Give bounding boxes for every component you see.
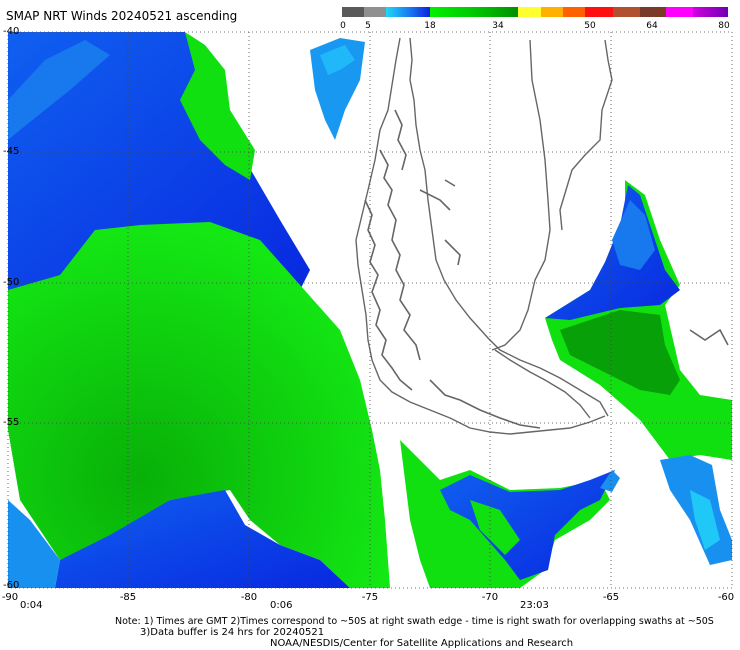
colorbar-tick: 80 [718, 21, 730, 31]
wind-swath-sw-light [8, 500, 60, 588]
wind-swath-south-blue [440, 470, 615, 580]
wind-swath-east-darkgreen [560, 310, 680, 395]
grid [8, 32, 732, 588]
colorbar-tick: 0 [340, 21, 346, 31]
colorbar-tick: 5 [365, 21, 371, 31]
lat-label: -50 [3, 277, 20, 288]
colorbar-segment [518, 7, 541, 17]
time-label: 0:04 [20, 600, 43, 611]
note-line-2: 3)Data buffer is 24 hrs for 20240521 [140, 627, 325, 638]
lon-label: -80 [240, 592, 258, 603]
lon-label: -70 [481, 592, 499, 603]
colorbar-segment [562, 7, 585, 17]
lon-label: -75 [361, 592, 379, 603]
colorbar-tick: 64 [646, 21, 658, 31]
lon-label: -85 [119, 592, 137, 603]
colorbar-segment [613, 7, 640, 17]
colorbar-segment [584, 7, 614, 17]
time-label: 23:03 [520, 600, 549, 611]
colorbar-segment [386, 7, 431, 17]
lat-label: -60 [3, 580, 20, 591]
wind-swath-west-lightblue [8, 40, 110, 140]
lat-label: -45 [3, 146, 20, 157]
note-line-3: NOAA/NESDIS/Center for Satellite Applica… [270, 638, 574, 649]
lon-label: -60 [717, 592, 735, 603]
lat-label: -55 [3, 417, 20, 428]
wind-swath-sw-blue [55, 490, 350, 588]
coastline [355, 37, 613, 435]
time-label: 0:06 [270, 600, 293, 611]
map-title: SMAP NRT Winds 20240521 ascending [6, 9, 238, 23]
colorbar-segment [342, 7, 365, 17]
colorbar-tick: 50 [584, 21, 596, 31]
colorbar-segment [666, 7, 693, 17]
colorbar-tick: 18 [424, 21, 436, 31]
wind-swath-west-blue [8, 32, 310, 290]
colorbar-segment [692, 7, 729, 17]
colorbar-segment [430, 7, 519, 17]
coastline-islands [364, 109, 729, 429]
note-line-1: Note: 1) Times are GMT 2)Times correspon… [115, 616, 714, 627]
lon-label: -90 [1, 592, 19, 603]
colorbar-segment [540, 7, 563, 17]
colorbar-segment [364, 7, 387, 17]
wind-swath-east-blue [545, 185, 680, 320]
lat-label: -40 [3, 26, 20, 37]
colorbar-segment [639, 7, 667, 17]
colorbar [342, 7, 729, 17]
wind-swath-west-green [8, 222, 390, 588]
colorbar-tick: 34 [492, 21, 504, 31]
lon-label: -65 [602, 592, 620, 603]
wind-swath-west-green-top [180, 32, 255, 180]
